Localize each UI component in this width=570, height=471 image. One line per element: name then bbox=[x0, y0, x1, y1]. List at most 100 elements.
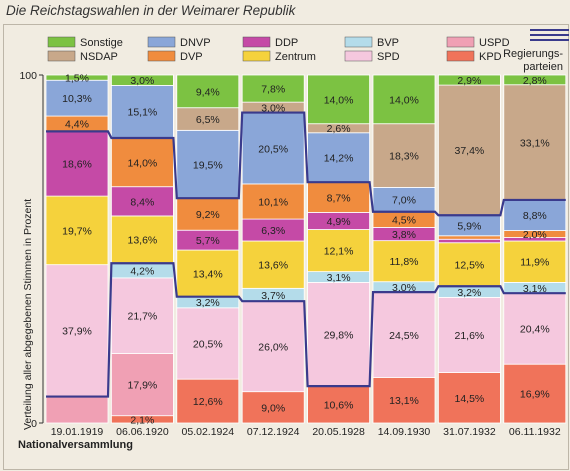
bar-kpd-31-07-1932 bbox=[437, 372, 501, 424]
bar-zentrum-05-02-1924 bbox=[176, 249, 240, 298]
bar-zentrum-19-01-1919 bbox=[45, 195, 109, 266]
bar-label-ddp-06-06-1920: 8,4% bbox=[130, 196, 154, 208]
bar-label-bvp-20-05-1928: 3,1% bbox=[327, 272, 351, 284]
bar-dvp-06-06-1920 bbox=[111, 137, 174, 188]
bar-label-dnvp-07-12-1924: 20,5% bbox=[258, 143, 288, 155]
bar-nsdap-14-09-1930 bbox=[372, 123, 436, 188]
bar-spd-31-07-1932 bbox=[437, 296, 501, 373]
bar-label-bvp-05-02-1924: 3,2% bbox=[196, 297, 220, 309]
bar-label-dnvp-20-05-1928: 14,2% bbox=[324, 152, 354, 164]
bar-label-dvp-20-05-1928: 8,7% bbox=[327, 192, 351, 204]
bar-dnvp-07-12-1924 bbox=[241, 112, 305, 185]
y-tick-label-bottom: 0 bbox=[31, 418, 37, 430]
bar-label-kpd-06-06-1920: 2,1% bbox=[130, 414, 154, 426]
bar-label-nsdap-07-12-1924: 3,0% bbox=[261, 102, 285, 114]
bar-label-sonstige-20-05-1928: 14,0% bbox=[324, 94, 354, 106]
x-label-05-02-1924: 05.02.1924 bbox=[182, 426, 235, 438]
bar-label-zentrum-05-02-1924: 13,4% bbox=[193, 268, 223, 280]
bar-zentrum-31-07-1932 bbox=[437, 242, 501, 287]
government-line-bottom bbox=[46, 262, 566, 398]
legend-swatch-zentrum bbox=[242, 50, 271, 62]
legend-label-nsdap: NSDAP bbox=[80, 51, 118, 63]
y-axis-title: Verteilung aller abgegebenen Stimmen in … bbox=[22, 199, 34, 430]
bar-label-kpd-14-09-1930: 13,1% bbox=[389, 395, 419, 407]
x-label-31-07-1932: 31.07.1932 bbox=[443, 426, 496, 438]
x-label-20-05-1928: 20.05.1928 bbox=[312, 426, 365, 438]
bar-label-ddp-07-12-1924: 6,3% bbox=[261, 225, 285, 237]
bar-label-ddp-05-02-1924: 5,7% bbox=[196, 235, 220, 247]
bar-label-dnvp-19-01-1919: 10,3% bbox=[62, 93, 92, 105]
x-label-06-11-1932: 06.11.1932 bbox=[509, 426, 561, 438]
bar-label-zentrum-07-12-1924: 13,6% bbox=[258, 260, 288, 272]
legend-label-bvp: BVP bbox=[377, 37, 399, 49]
bar-nsdap-31-07-1932 bbox=[437, 84, 501, 216]
bar-label-kpd-20-05-1928: 10,6% bbox=[324, 400, 354, 412]
bar-sonstige-06-11-1932 bbox=[503, 74, 567, 86]
bar-label-sonstige-06-06-1920: 3,0% bbox=[130, 75, 154, 87]
bar-label-ddp-19-01-1919: 18,6% bbox=[62, 159, 92, 171]
chart-frame bbox=[3, 24, 569, 470]
legend-label-spd: SPD bbox=[377, 51, 400, 63]
bar-label-dnvp-06-06-1920: 15,1% bbox=[128, 107, 158, 119]
bar-label-sonstige-31-07-1932: 2,9% bbox=[457, 75, 481, 87]
legend-label-ddp: DDP bbox=[275, 37, 298, 49]
x-label-06-06-1920: 06.06.1920 bbox=[116, 426, 169, 438]
bar-label-spd-07-12-1924: 26,0% bbox=[258, 341, 288, 353]
legend-label-kpd: KPD bbox=[479, 51, 502, 63]
bar-nsdap-06-11-1932 bbox=[503, 84, 567, 201]
bar-label-sonstige-07-12-1924: 7,8% bbox=[261, 84, 285, 96]
legend-swatch-dvp bbox=[147, 50, 176, 62]
legend-swatch-ddp bbox=[242, 36, 271, 48]
y-tick-label-top: 100 bbox=[19, 70, 37, 82]
bar-label-nsdap-05-02-1924: 6,5% bbox=[196, 114, 220, 126]
bar-label-sonstige-14-09-1930: 14,0% bbox=[389, 94, 419, 106]
legend-swatch-bvp bbox=[344, 36, 373, 48]
bar-uspd-06-06-1920 bbox=[111, 352, 174, 417]
bar-label-dvp-05-02-1924: 9,2% bbox=[196, 209, 220, 221]
bar-label-spd-06-11-1932: 20,4% bbox=[520, 324, 550, 336]
bar-spd-06-06-1920 bbox=[111, 277, 174, 354]
bar-label-nsdap-14-09-1930: 18,3% bbox=[389, 151, 419, 163]
bar-label-zentrum-14-09-1930: 11,8% bbox=[390, 256, 419, 268]
bar-label-sonstige-05-02-1924: 9,4% bbox=[196, 86, 220, 98]
bar-label-sonstige-19-01-1919: 1,5% bbox=[65, 73, 89, 85]
government-line-top bbox=[46, 111, 566, 217]
x-sublabel: Nationalversammlung bbox=[18, 439, 133, 451]
bar-label-spd-31-07-1932: 21,6% bbox=[455, 330, 485, 342]
legend-label-zentrum: Zentrum bbox=[275, 51, 316, 63]
bar-dnvp-14-09-1930 bbox=[372, 187, 436, 213]
bar-spd-05-02-1924 bbox=[176, 307, 240, 380]
bar-label-spd-06-06-1920: 21,7% bbox=[128, 311, 158, 323]
bar-label-zentrum-06-06-1920: 13,6% bbox=[128, 235, 158, 247]
bar-kpd-05-02-1924 bbox=[176, 378, 240, 424]
bar-spd-07-12-1924 bbox=[241, 300, 305, 393]
x-label-07-12-1924: 07.12.1924 bbox=[247, 426, 300, 438]
bar-zentrum-06-11-1932 bbox=[503, 240, 567, 283]
bar-label-ddp-14-09-1930: 3,8% bbox=[392, 229, 416, 241]
bar-label-kpd-31-07-1932: 14,5% bbox=[455, 393, 485, 405]
bar-label-nsdap-31-07-1932: 37,4% bbox=[455, 145, 485, 157]
bar-spd-20-05-1928 bbox=[307, 282, 371, 387]
bar-label-dvp-06-06-1920: 14,0% bbox=[128, 157, 158, 169]
bar-label-dvp-14-09-1930: 4,5% bbox=[392, 215, 416, 227]
bar-label-spd-14-09-1930: 24,5% bbox=[389, 330, 419, 342]
bar-dnvp-06-06-1920 bbox=[111, 85, 174, 139]
bar-sonstige-05-02-1924 bbox=[176, 74, 240, 109]
bar-label-spd-20-05-1928: 29,8% bbox=[324, 329, 354, 341]
bar-label-zentrum-19-01-1919: 19,7% bbox=[62, 225, 92, 237]
legend-label-dnvp: DNVP bbox=[180, 37, 211, 49]
bar-dnvp-06-11-1932 bbox=[503, 199, 567, 231]
bar-label-bvp-31-07-1932: 3,2% bbox=[457, 287, 481, 299]
legend-label-sonstige: Sonstige bbox=[80, 37, 123, 49]
bar-label-bvp-06-11-1932: 3,1% bbox=[523, 283, 547, 295]
bar-sonstige-20-05-1928 bbox=[307, 74, 371, 125]
bar-zentrum-14-09-1930 bbox=[372, 240, 436, 283]
bar-label-dnvp-14-09-1930: 7,0% bbox=[392, 195, 416, 207]
bar-label-kpd-06-11-1932: 16,9% bbox=[520, 389, 550, 401]
bar-ddp-31-07-1932 bbox=[437, 238, 501, 244]
bar-label-zentrum-06-11-1932: 11,9% bbox=[520, 257, 549, 269]
legend-swatch-sonstige bbox=[47, 36, 76, 48]
bar-dvp-31-07-1932 bbox=[437, 235, 501, 240]
chart-title: Die Reichstagswahlen in der Weimarer Rep… bbox=[6, 3, 296, 18]
bar-label-dvp-19-01-1919: 4,4% bbox=[65, 119, 89, 131]
